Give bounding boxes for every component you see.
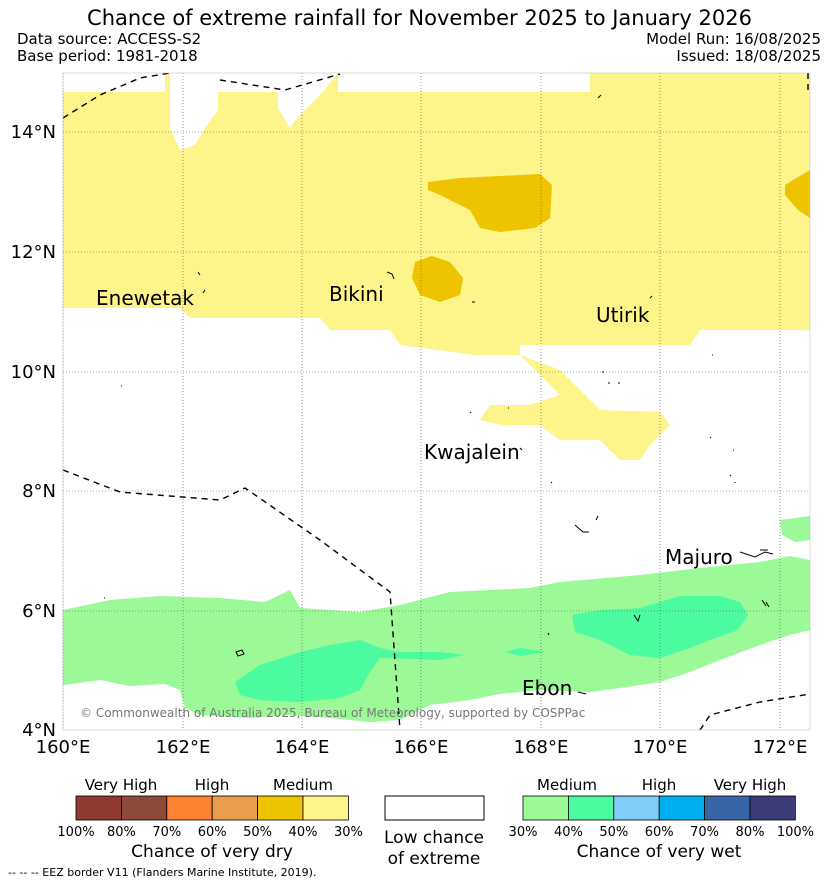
wet-tick-label: 80% (736, 825, 765, 840)
lat-label: 14°N (11, 122, 56, 143)
wet-swatch (613, 795, 660, 821)
wet-swatch (522, 795, 569, 821)
dry-swatch (302, 795, 349, 821)
wet-tick-label: 70% (690, 825, 719, 840)
model-run: Model Run: 16/08/2025 (646, 30, 821, 48)
dry-group-label: High (195, 776, 229, 794)
place-label-bikini: Bikini (329, 282, 384, 306)
wet-tick-label: 40% (554, 825, 583, 840)
wet-caption: Chance of very wet (577, 842, 742, 862)
lon-label: 164°E (275, 737, 330, 758)
lat-label: 6°N (22, 601, 56, 622)
dry-tick-label: 40% (289, 825, 318, 840)
dry-caption: Chance of very dry (131, 842, 293, 862)
dry-high-region (412, 256, 463, 302)
wet-legend: Medium High Very High 30% 40% 50% 60% 70% 80%… (509, 776, 814, 862)
place-label-enewetak: Enewetak (96, 286, 194, 310)
wet-swatch (568, 795, 615, 821)
wet-group-label: High (642, 776, 676, 794)
lat-label: 10°N (11, 362, 56, 383)
dry-tick-label: 100% (57, 825, 94, 840)
wet-tick-label: 30% (509, 825, 538, 840)
dry-swatch (211, 795, 258, 821)
dry-high-region (428, 174, 552, 232)
dry-tick-label: 80% (107, 825, 136, 840)
dry-group-label: Medium (273, 776, 333, 794)
place-label-majuro: Majuro (665, 545, 733, 569)
eez-border (63, 73, 810, 730)
lon-label: 170°E (633, 737, 688, 758)
low-chance-legend: Low chance of extreme (384, 795, 485, 869)
copyright-credit: © Commonwealth of Australia 2025, Bureau… (80, 706, 585, 720)
issued-date: Issued: 18/08/2025 (676, 47, 821, 65)
dry-high-region (785, 170, 810, 218)
base-period: Base period: 1981-2018 (17, 47, 198, 65)
wet-group-label: Medium (537, 776, 597, 794)
wet-tick-label: 60% (645, 825, 674, 840)
wet-group-label: Very High (714, 776, 787, 794)
place-label-kwajalein: Kwajalein (424, 440, 520, 464)
dry-swatch (166, 795, 213, 821)
place-label-ebon: Ebon (522, 676, 572, 700)
wet-tick-label: 50% (599, 825, 628, 840)
dry-swatch (75, 795, 122, 821)
lat-label: 4°N (22, 720, 56, 741)
wet-swatch (749, 795, 796, 821)
lat-label: 12°N (11, 242, 56, 263)
dry-legend: Very High High Medium 100% 80% 70% 60% 50% 40… (57, 776, 362, 862)
dry-tick-label: 50% (243, 825, 272, 840)
atolls (104, 94, 774, 695)
dry-tick-label: 70% (152, 825, 181, 840)
data-source: Data source: ACCESS-S2 (17, 30, 202, 48)
low-chance-line2: of extreme (388, 849, 481, 869)
page-title: Chance of extreme rainfall for November … (87, 6, 752, 30)
low-chance-line1: Low chance (384, 828, 484, 848)
place-label-utirik: Utirik (596, 303, 650, 327)
low-chance-swatch (384, 795, 485, 821)
dry-tick-label: 60% (198, 825, 227, 840)
lon-label: 166°E (394, 737, 449, 758)
eez-note: -- -- -- EEZ border V11 (Flanders Marine… (8, 866, 317, 879)
wet-high-region (572, 596, 748, 658)
lon-label: 168°E (514, 737, 569, 758)
lon-label: 172°E (753, 737, 808, 758)
dry-swatch (257, 795, 304, 821)
wet-high-region (235, 640, 465, 702)
dry-group-label: Very High (85, 776, 158, 794)
lon-label: 160°E (36, 737, 91, 758)
wet-tick-label: 100% (777, 825, 814, 840)
lon-label: 162°E (156, 737, 211, 758)
wet-high-region (505, 648, 545, 656)
lat-label: 8°N (22, 481, 56, 502)
dry-swatch (121, 795, 168, 821)
dry-tick-label: 30% (334, 825, 363, 840)
wet-swatch (704, 795, 751, 821)
wet-swatch (658, 795, 706, 821)
